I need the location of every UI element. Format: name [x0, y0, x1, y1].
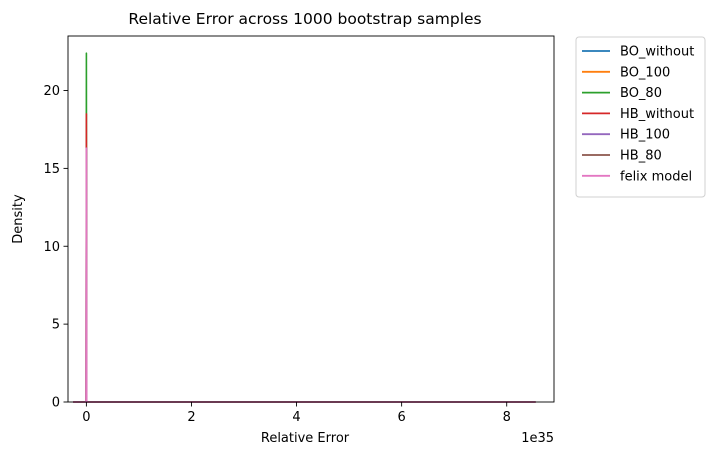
- legend-label: BO_without: [620, 45, 694, 60]
- series-line-hb-80: [73, 147, 536, 403]
- series-line-hb-100: [73, 147, 536, 403]
- y-tick-label: 0: [52, 396, 60, 411]
- legend-label: HB_without: [620, 107, 694, 122]
- y-tick-label: 15: [43, 162, 60, 177]
- x-tick-label: 4: [292, 410, 300, 425]
- legend-label: BO_100: [620, 65, 670, 80]
- plot-frame: [67, 35, 555, 403]
- x-axis-offset-label: 1e35: [521, 431, 554, 446]
- chart-title: Relative Error across 1000 bootstrap sam…: [128, 10, 481, 28]
- series-line-bo-80: [73, 52, 536, 403]
- x-axis: 0 2 4 6 8: [82, 402, 511, 425]
- legend-label: HB_100: [620, 128, 670, 143]
- x-tick-label: 2: [187, 410, 195, 425]
- legend-label: felix model: [620, 169, 692, 184]
- y-axis-label: Density: [11, 194, 26, 244]
- legend-frame: [575, 36, 706, 198]
- series-line-hb-without: [73, 113, 536, 403]
- x-tick-label: 0: [82, 410, 90, 425]
- x-tick-label: 8: [503, 410, 511, 425]
- legend: BO_without BO_100 BO_80 HB_without HB_100 HB_…: [575, 36, 706, 198]
- y-tick-label: 5: [52, 318, 60, 333]
- series-line-felix-model: [73, 147, 536, 403]
- x-tick-label: 6: [397, 410, 405, 425]
- x-axis-label: Relative Error: [261, 431, 350, 446]
- plot-area: [73, 52, 536, 403]
- legend-label: HB_80: [620, 149, 662, 164]
- y-axis: 0 5 10 15 20: [43, 84, 68, 411]
- legend-label: BO_80: [620, 86, 662, 101]
- y-tick-label: 20: [43, 84, 60, 99]
- y-tick-label: 10: [43, 240, 60, 255]
